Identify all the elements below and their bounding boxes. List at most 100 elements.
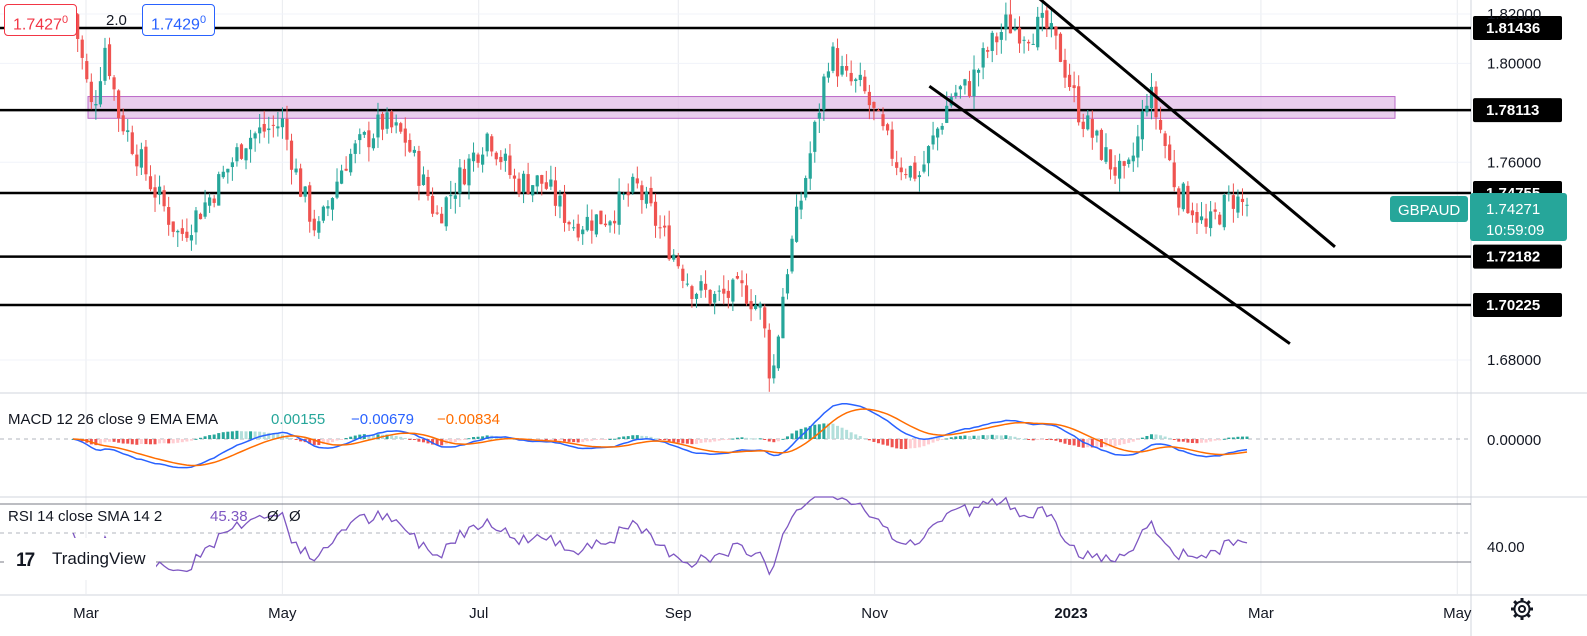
macd-hist-bar — [1018, 438, 1022, 440]
candle-body — [608, 221, 612, 226]
macd-hist-bar — [1036, 439, 1040, 440]
candle-body — [217, 174, 221, 206]
macd-hist-bar — [563, 439, 567, 442]
candle-body — [139, 149, 143, 168]
candle-body — [167, 207, 171, 225]
macd-hist-bar — [371, 434, 375, 439]
macd-hist-bar — [276, 434, 280, 439]
candle-body — [244, 148, 248, 161]
macd-hist-bar — [649, 436, 653, 439]
macd-hist-bar — [1004, 435, 1008, 439]
candle-body — [107, 44, 112, 77]
candle-body — [663, 225, 667, 228]
macd-hist-bar — [403, 437, 407, 439]
candle-body — [1040, 12, 1044, 18]
macd-hist-bar — [1222, 438, 1226, 440]
macd-hist-bar — [845, 429, 849, 439]
macd-hist-bar — [1240, 436, 1244, 439]
candle-body — [1054, 26, 1058, 36]
price-axis[interactable]: 1.82000 1.80000 1.76000 1.68000 — [1487, 6, 1541, 369]
candle-body — [763, 307, 767, 329]
candle-body — [922, 164, 926, 172]
macd-hist-bar — [148, 439, 152, 445]
candle-body — [1145, 105, 1149, 113]
time-axis[interactable]: Mar May Jul Sep Nov 2023 Mar May — [73, 605, 1472, 622]
level-label: 1.78113 — [1486, 102, 1539, 119]
macd-hist-bar — [1213, 439, 1217, 441]
macd-hist-bar — [963, 435, 967, 439]
macd-hist-bar — [189, 439, 193, 441]
macd-legend-label: MACD 12 26 close 9 EMA EMA — [8, 411, 218, 428]
macd-hist-bar — [553, 439, 557, 441]
y-tick-label: 1.76000 — [1487, 154, 1541, 171]
candle-body — [1136, 136, 1140, 158]
candle-body — [294, 168, 298, 173]
macd-hist-bar — [171, 439, 175, 444]
macd-hist-bar — [98, 439, 102, 445]
candle-body — [467, 158, 471, 186]
candle-body — [858, 74, 862, 81]
macd-hist-bar — [399, 436, 403, 439]
candle-body — [854, 79, 858, 82]
candle-body — [622, 194, 626, 196]
macd-hist-bar — [117, 439, 121, 443]
x-tick-label: May — [268, 605, 297, 622]
candle-body — [1104, 147, 1108, 162]
candle-body — [931, 135, 935, 145]
macd-hist-bar — [735, 437, 739, 439]
candle-body — [531, 185, 535, 196]
macd-hist-bar — [121, 439, 125, 444]
candle-body — [576, 223, 580, 238]
macd-hist-bar — [817, 424, 821, 439]
macd-hist-bar — [945, 438, 949, 440]
candle-body — [826, 71, 831, 78]
macd-hist-bar — [394, 435, 398, 439]
macd-hist-bar — [385, 434, 389, 439]
candle-body — [845, 65, 849, 71]
candle-body — [822, 76, 826, 110]
macd-hist-bar — [1204, 439, 1208, 443]
candle-body — [895, 162, 899, 168]
macd-hist-bar — [708, 439, 712, 443]
candle-body — [339, 170, 344, 184]
macd-hist-bar — [663, 439, 667, 440]
macd-hist-bar — [972, 435, 976, 439]
macd-hist-bar — [203, 436, 207, 439]
candle-body — [1172, 162, 1176, 188]
macd-hist-bar — [267, 432, 271, 439]
candle-body — [376, 114, 380, 138]
macd-hist-bar — [344, 437, 348, 439]
candle-body — [1158, 119, 1163, 130]
candle-body — [276, 126, 280, 129]
candle-body — [208, 197, 212, 206]
last-price: 1.74271 — [1486, 201, 1540, 218]
y-tick-label: 1.68000 — [1487, 352, 1541, 369]
candle-body — [767, 329, 771, 379]
macd-hist-bar — [330, 439, 334, 443]
level-label-bg — [1473, 15, 1562, 40]
macd-hist-bar — [153, 439, 157, 445]
candle-body — [926, 146, 931, 164]
ask-price-button[interactable]: 1.74290 — [142, 4, 216, 36]
macd-hist-bar — [940, 439, 944, 440]
tradingview-logo[interactable]: 17 TradingView — [4, 538, 156, 580]
macd-hist-bar — [285, 435, 289, 439]
bid-price-button[interactable]: 1.74270 — [4, 4, 78, 36]
candle-body — [708, 289, 712, 304]
candle-body — [285, 118, 289, 140]
macd-hist-bar — [1127, 439, 1131, 443]
candle-body — [344, 168, 348, 171]
macd-hist-bar — [676, 439, 680, 443]
candle-body — [435, 212, 439, 214]
macd-hist-bar — [1118, 439, 1122, 446]
macd-hist-bar — [130, 439, 134, 445]
macd-hist-bar — [1008, 436, 1012, 439]
macd-hist-bar — [1186, 439, 1190, 443]
gear-icon[interactable] — [1511, 598, 1533, 620]
macd-hist-bar — [694, 439, 698, 444]
candle-body — [808, 153, 812, 179]
macd-hist-bar — [1131, 439, 1135, 442]
candle-body — [1213, 209, 1217, 212]
macd-hist-bar — [226, 431, 230, 439]
